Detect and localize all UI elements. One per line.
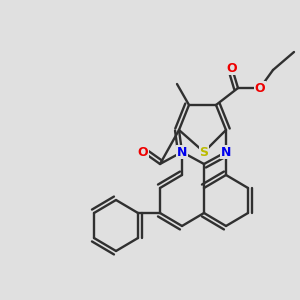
Text: O: O — [227, 61, 237, 74]
Text: N: N — [177, 146, 187, 158]
Text: S: S — [200, 146, 208, 158]
Text: O: O — [255, 82, 265, 94]
Text: O: O — [138, 146, 148, 158]
Text: N: N — [221, 146, 231, 158]
